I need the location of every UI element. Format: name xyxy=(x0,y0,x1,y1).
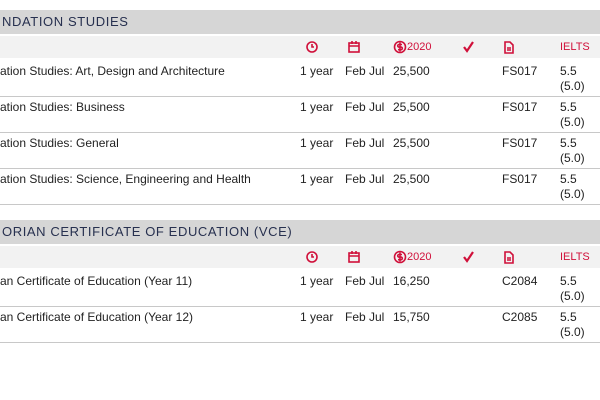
fee: 25,500 xyxy=(393,100,430,114)
duration: 1 year xyxy=(300,274,334,288)
fee: 15,750 xyxy=(393,310,430,324)
table-row: an Certificate of Education (Year 11) 1 y… xyxy=(0,270,600,307)
ielts-sub-score: (5.0) xyxy=(560,187,585,201)
course-name: ation Studies: Business xyxy=(0,100,125,114)
course-code: FS017 xyxy=(502,64,538,78)
course-code: FS017 xyxy=(502,172,538,186)
table-row: ation Studies: Science, Engineering and … xyxy=(0,168,600,205)
ielts-score: 5.5 xyxy=(560,172,577,186)
fee: 25,500 xyxy=(393,64,430,78)
ielts-header: IELTS xyxy=(560,41,590,53)
course-code: FS017 xyxy=(502,100,538,114)
duration: 1 year xyxy=(300,310,334,324)
table-row: an Certificate of Education (Year 12) 1 y… xyxy=(0,306,600,343)
course-name: ation Studies: General xyxy=(0,136,119,150)
section-title: NDATION STUDIES xyxy=(0,10,600,34)
column-header: 2020 IELTS xyxy=(0,36,600,58)
intake: Feb Jul xyxy=(345,64,385,78)
intake: Feb Jul xyxy=(345,136,385,150)
table-row: ation Studies: Art, Design and Architect… xyxy=(0,60,600,97)
ielts-sub-score: (5.0) xyxy=(560,325,585,339)
course-code: C2085 xyxy=(502,310,538,324)
column-header: 2020 IELTS xyxy=(0,246,600,268)
table-row: ation Studies: General 1 year Feb Jul 25,50… xyxy=(0,132,600,169)
fee: 25,500 xyxy=(393,172,430,186)
duration: 1 year xyxy=(300,64,334,78)
ielts-header: IELTS xyxy=(560,251,590,263)
duration: 1 year xyxy=(300,136,334,150)
ielts-score: 5.5 xyxy=(560,100,577,114)
ielts-sub-score: (5.0) xyxy=(560,289,585,303)
section-title: ORIAN CERTIFICATE OF EDUCATION (VCE) xyxy=(0,220,600,244)
intake: Feb Jul xyxy=(345,100,385,114)
ielts-score: 5.5 xyxy=(560,310,577,324)
course-code: C2084 xyxy=(502,274,538,288)
fee-year: 2020 xyxy=(407,41,432,53)
ielts-score: 5.5 xyxy=(560,274,577,288)
fee: 16,250 xyxy=(393,274,430,288)
intake: Feb Jul xyxy=(345,172,385,186)
header-icons xyxy=(306,250,514,264)
intake: Feb Jul xyxy=(345,310,385,324)
ielts-score: 5.5 xyxy=(560,136,577,150)
fee: 25,500 xyxy=(393,136,430,150)
ielts-score: 5.5 xyxy=(560,64,577,78)
ielts-sub-score: (5.0) xyxy=(560,151,585,165)
course-name: an Certificate of Education (Year 11) xyxy=(0,274,193,288)
intake: Feb Jul xyxy=(345,274,385,288)
duration: 1 year xyxy=(300,172,334,186)
course-name: ation Studies: Art, Design and Architect… xyxy=(0,64,225,78)
fee-year: 2020 xyxy=(407,251,432,263)
course-code: FS017 xyxy=(502,136,538,150)
ielts-sub-score: (5.0) xyxy=(560,115,585,129)
course-name: an Certificate of Education (Year 12) xyxy=(0,310,194,324)
ielts-sub-score: (5.0) xyxy=(560,79,585,93)
duration: 1 year xyxy=(300,100,334,114)
header-icons xyxy=(306,40,514,54)
course-name: ation Studies: Science, Engineering and … xyxy=(0,172,251,186)
table-row: ation Studies: Business 1 year Feb Jul 25,5… xyxy=(0,96,600,133)
